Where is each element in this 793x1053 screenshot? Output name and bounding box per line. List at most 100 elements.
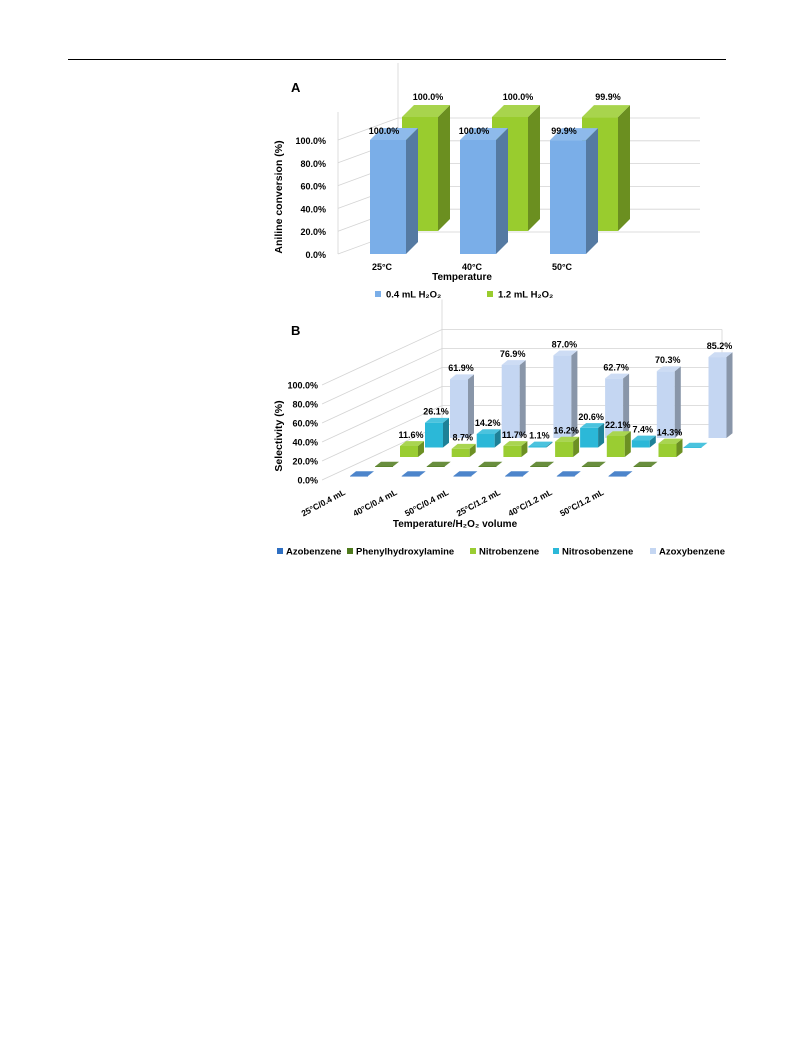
panel-b-x-axis-title: Temperature/H₂O₂ volume: [393, 519, 518, 530]
panel-b-bar-top: [608, 471, 633, 476]
panel-b-bar-front: [505, 476, 524, 477]
panel-a-bar-front: [370, 140, 406, 254]
panel-b-x-axis: 25°C/0.4 mL 40°C/0.4 mL 50°C/0.4 mL 25°C/1.…: [300, 487, 606, 519]
panel-b-bar-front: [501, 364, 520, 438]
panel-a-bar-top: [370, 128, 418, 140]
panel-b-data-label: 8.7%: [452, 433, 473, 443]
panel-b-bar: [683, 442, 708, 448]
panel-b-x-tick-label: 40°C/1.2 mL: [506, 487, 553, 519]
panel-b-bar-front: [503, 445, 522, 457]
panel-b-bar: [528, 441, 553, 448]
panel-b-bar: [451, 443, 476, 457]
panel-b-x-tick-label: 25°C/0.4 mL: [300, 487, 347, 519]
panel-b-legend: Azobenzene Phenylhydroxylamine Nitrobenzen…: [277, 547, 725, 558]
panel-a-y-tick-label: 20.0%: [300, 227, 326, 237]
panel-b-legend-swatch: [347, 548, 353, 554]
panel-b-bar-top: [556, 471, 581, 476]
panel-a-x-tick-label: 25°C: [372, 262, 393, 272]
panel-a-label: A: [291, 80, 301, 95]
panel-a-bars: 100.0% 100.0% 99.9% 100.0% 100.0% 99.9%: [369, 92, 630, 254]
panel-b-bar: [631, 435, 656, 448]
panel-b-bar-side: [418, 441, 424, 457]
panel-a-data-label: 100.0%: [413, 92, 444, 102]
panel-b-bar-side: [468, 374, 474, 438]
panel-b-bar-front: [426, 466, 445, 467]
panel-b-bar: [605, 373, 630, 438]
panel-b-data-label: 20.6%: [578, 412, 604, 422]
panel-b-bar: [708, 352, 733, 438]
panel-b-data-label: 76.9%: [500, 349, 526, 359]
panel-b-bar-front: [478, 466, 497, 467]
panel-b-bar-top: [401, 471, 426, 476]
panel-b-bar-front: [375, 466, 393, 467]
panel-a-bar-side: [618, 105, 630, 231]
panel-b-bar-front: [605, 378, 624, 438]
chart-panel-b: B 0.0% 20.0% 40.0% 60.0% 80.0% 100.0% 61.9% 76…: [273, 299, 733, 558]
panel-b-bar-front: [425, 422, 443, 448]
panel-b-bar-front: [553, 355, 572, 438]
panel-b-legend-label: Nitrobenzene: [479, 547, 539, 558]
panel-b-bar: [555, 436, 580, 457]
panel-a-bar: [370, 128, 418, 254]
panel-b-bar-side: [443, 417, 449, 448]
panel-b-bar-front: [606, 436, 625, 457]
panel-b-bar-front: [581, 466, 600, 467]
panel-a-bar-side: [406, 128, 418, 254]
panel-b-bar: [501, 360, 526, 438]
panel-b-bar: [375, 461, 399, 467]
panel-b-bar-top: [426, 461, 451, 467]
panel-b-gridlines: [321, 299, 723, 481]
panel-b-bar-top: [350, 471, 374, 476]
panel-b-bar-front: [476, 434, 495, 448]
panel-b-bar: [658, 438, 683, 457]
panel-b-data-label: 62.7%: [603, 362, 629, 372]
panel-a-legend: 0.4 mL H₂O₂ 1.2 mL H₂O₂: [375, 290, 553, 301]
panel-b-y-tick-label: 100.0%: [287, 381, 318, 391]
panel-a-y-axis: 0.0% 20.0% 40.0% 60.0% 80.0% 100.0%: [295, 136, 326, 260]
panel-a-bar-top: [492, 105, 540, 117]
panel-b-y-tick-label: 20.0%: [292, 457, 318, 467]
panel-a-data-label: 100.0%: [503, 92, 534, 102]
panel-b-bar-side: [598, 423, 605, 448]
panel-b-bar: [656, 366, 681, 438]
panel-b-bar: [503, 441, 528, 457]
panel-b-bar-top: [478, 461, 503, 467]
panel-a-bar-side: [438, 105, 450, 231]
panel-b-bar: [476, 429, 501, 448]
panel-b-data-label: 70.3%: [655, 355, 681, 365]
panel-b-data-label: 26.1%: [423, 407, 449, 417]
panel-a-bar: [460, 128, 508, 254]
panel-b-bar: [505, 471, 530, 477]
panel-a-bar-top: [582, 105, 630, 118]
panel-b-bar-top: [683, 442, 708, 448]
panel-b-bar-top: [530, 461, 555, 467]
panel-b-y-axis: 0.0% 20.0% 40.0% 60.0% 80.0% 100.0%: [287, 381, 318, 486]
panel-b-bar-top: [656, 366, 681, 372]
panel-a-bar-front: [460, 140, 496, 254]
panel-b-bar: [556, 471, 581, 477]
panel-b-bar-front: [350, 476, 368, 477]
panel-b-bar-top: [505, 471, 530, 476]
panel-b-bar-front: [580, 427, 599, 448]
panel-a-bar-top: [402, 105, 450, 117]
panel-b-bar-top: [453, 471, 478, 476]
panel-b-label: B: [291, 323, 300, 338]
panel-b-bar-front: [608, 476, 627, 477]
panel-a-bar-side: [528, 105, 540, 231]
panel-b-bar-front: [708, 357, 727, 438]
panel-b-x-tick-label: 50°C/1.2 mL: [558, 487, 605, 519]
panel-a-legend-label: 1.2 mL H₂O₂: [498, 290, 553, 301]
panel-b-bar-front: [528, 446, 547, 448]
panel-b-x-tick-label: 40°C/0.4 mL: [351, 487, 398, 519]
panel-b-bar-front: [450, 379, 468, 438]
panel-b-bar-front: [401, 476, 420, 477]
panel-b-bar: [608, 471, 633, 477]
panel-b-data-label: 16.2%: [553, 426, 579, 436]
panel-b-bar-front: [530, 466, 549, 467]
panel-b-bar-side: [469, 443, 476, 457]
panel-b-data-label: 87.0%: [552, 339, 578, 349]
panel-b-y-tick-label: 60.0%: [292, 419, 318, 429]
panel-b-y-tick-label: 80.0%: [292, 400, 318, 410]
panel-b-bar-front: [555, 441, 574, 457]
